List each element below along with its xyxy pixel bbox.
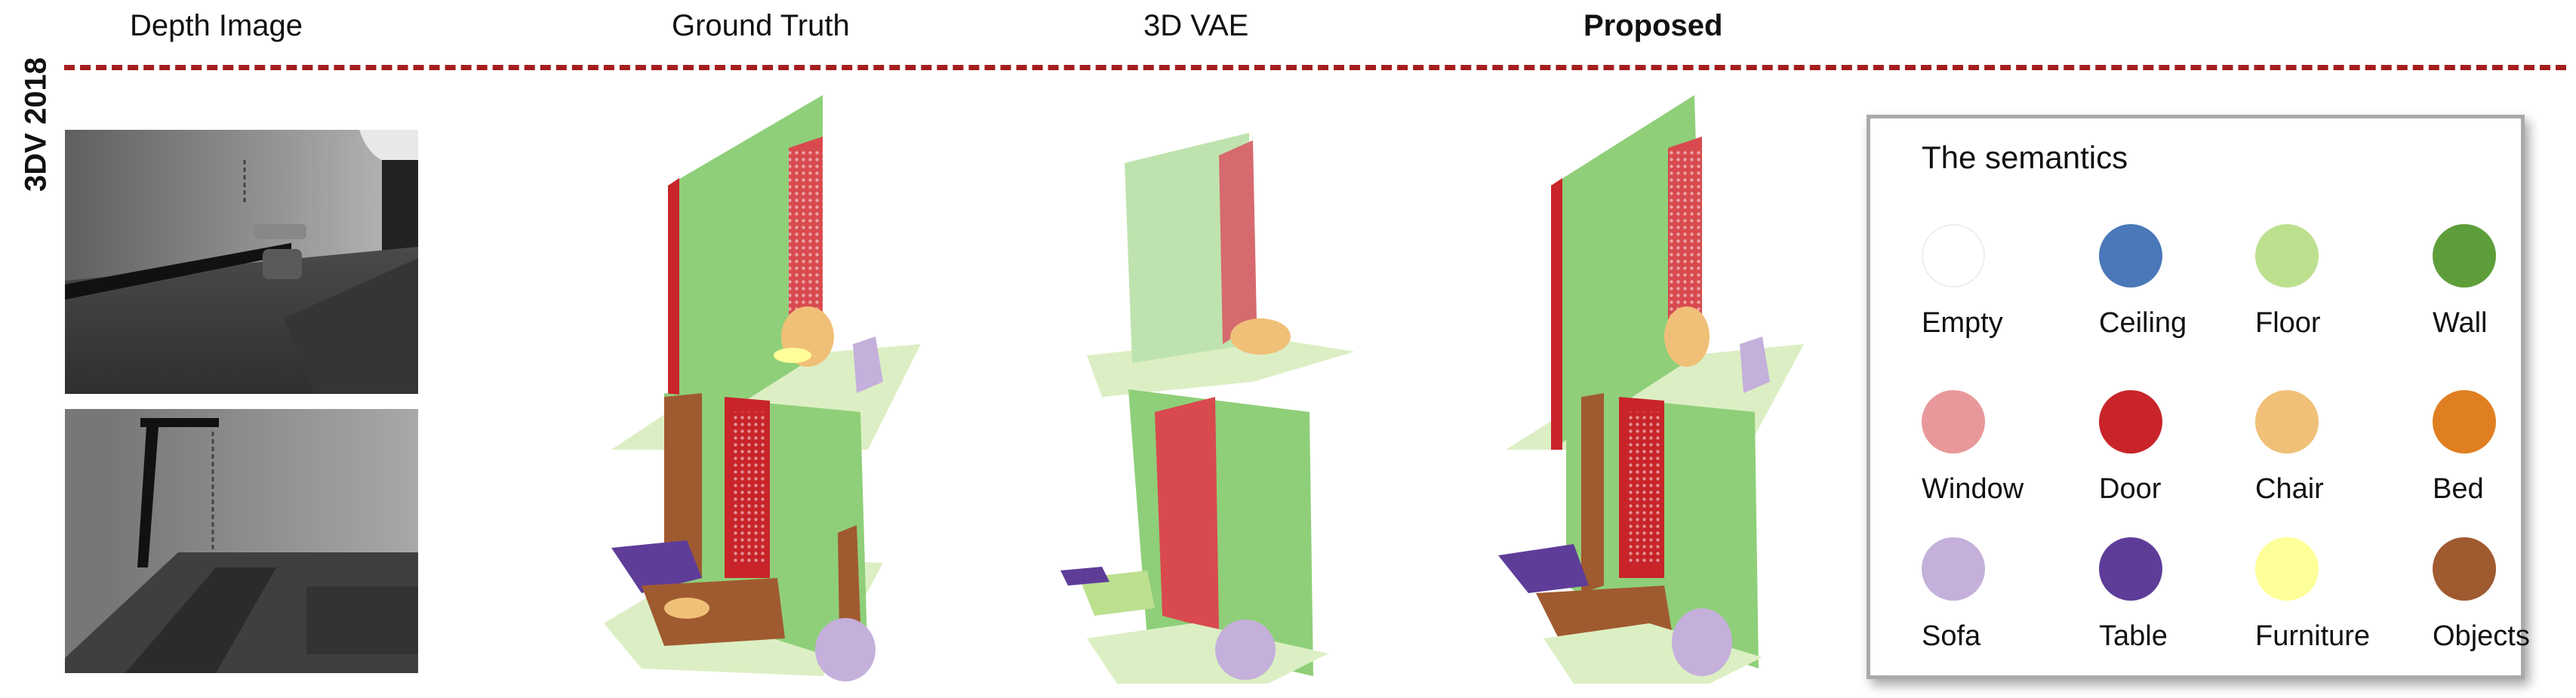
row-label-container: 3DV 2018 — [14, 45, 59, 204]
legend-title: The semantics — [1922, 140, 2128, 175]
legend-item-window: Window — [1922, 390, 2088, 541]
ceiling-swatch — [2099, 224, 2162, 288]
floor-swatch — [2255, 224, 2319, 288]
bed-swatch — [2433, 390, 2496, 454]
empty-swatch — [1922, 224, 1985, 288]
depth-image-top — [65, 130, 418, 394]
legend-item-table: Table — [2099, 537, 2265, 688]
ground-truth-reconstruction — [596, 95, 943, 684]
legend-item-bed: Bed — [2433, 390, 2516, 541]
furniture-swatch — [2255, 537, 2319, 601]
legend-item-chair: Chair — [2255, 390, 2421, 541]
semantics-legend: The semantics Empty Ceiling Floor Wall W… — [1867, 115, 2530, 679]
depth-image-bottom — [65, 409, 418, 673]
objects-swatch — [2433, 537, 2496, 601]
legend-item-objects: Objects — [2433, 537, 2530, 688]
proposed-reconstruction — [1498, 95, 1823, 684]
legend-label: Table — [2099, 620, 2168, 652]
legend-label: Empty — [1922, 307, 2003, 339]
legend-item-sofa: Sofa — [1922, 537, 2088, 688]
legend-label: Objects — [2433, 620, 2530, 652]
vae-reconstruction — [1057, 95, 1374, 684]
sofa-swatch — [1922, 537, 1985, 601]
legend-label: Furniture — [2255, 620, 2371, 652]
legend-label: Ceiling — [2099, 307, 2187, 339]
legend-label: Sofa — [1922, 620, 1981, 652]
legend-label: Window — [1922, 473, 2024, 505]
header-3d-vae: 3D VAE — [1143, 9, 1249, 42]
header-ground-truth: Ground Truth — [672, 9, 850, 42]
header-depth-image: Depth Image — [130, 9, 303, 42]
legend-label: Door — [2099, 473, 2162, 505]
legend-label: Floor — [2255, 307, 2321, 339]
legend-item-furniture: Furniture — [2255, 537, 2421, 688]
legend-item-empty: Empty — [1922, 224, 2088, 375]
table-swatch — [2099, 537, 2162, 601]
header-proposed: Proposed — [1583, 9, 1723, 42]
legend-item-floor: Floor — [2255, 224, 2421, 375]
wall-swatch — [2433, 224, 2496, 288]
door-swatch — [2099, 390, 2162, 454]
dashed-divider — [64, 65, 2566, 70]
row-label: 3DV 2018 — [19, 57, 53, 192]
legend-item-wall: Wall — [2433, 224, 2516, 375]
chair-swatch — [2255, 390, 2319, 454]
legend-item-door: Door — [2099, 390, 2265, 541]
window-swatch — [1922, 390, 1985, 454]
legend-item-ceiling: Ceiling — [2099, 224, 2265, 375]
legend-label: Bed — [2433, 473, 2484, 505]
legend-label: Chair — [2255, 473, 2324, 505]
legend-label: Wall — [2433, 307, 2488, 339]
